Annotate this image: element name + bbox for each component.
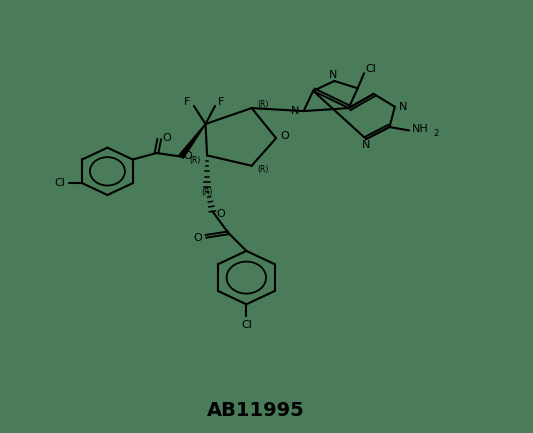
Text: F: F: [184, 97, 191, 107]
Text: (R): (R): [201, 188, 213, 197]
Text: O: O: [163, 132, 172, 142]
Polygon shape: [179, 124, 206, 158]
Text: Cl: Cl: [54, 178, 66, 188]
Text: N: N: [399, 102, 408, 112]
Text: O: O: [216, 209, 225, 219]
Text: F: F: [218, 97, 224, 107]
Text: (R): (R): [190, 156, 201, 165]
Text: N: N: [290, 106, 299, 116]
Text: O: O: [281, 131, 289, 141]
Text: Cl: Cl: [365, 64, 376, 74]
Text: N: N: [329, 70, 337, 80]
Text: (R): (R): [257, 100, 269, 109]
Text: AB11995: AB11995: [207, 401, 305, 420]
Text: NH: NH: [412, 124, 429, 134]
Text: N: N: [362, 140, 370, 150]
Text: O: O: [193, 233, 202, 243]
Text: Cl: Cl: [241, 320, 252, 330]
Text: (R): (R): [257, 165, 269, 174]
Text: 2: 2: [433, 129, 439, 139]
Text: O: O: [183, 151, 192, 161]
